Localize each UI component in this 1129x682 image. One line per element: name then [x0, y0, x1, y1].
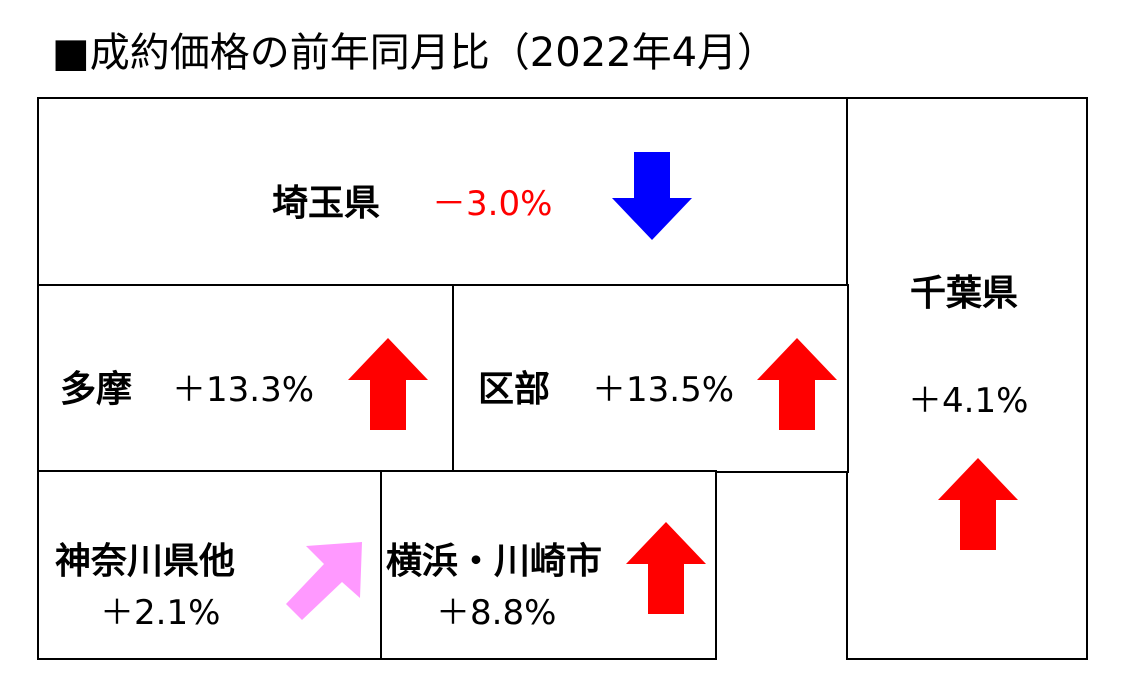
region-yokohama-name: 横浜・川崎市 — [386, 541, 603, 582]
region-chiba-name: 千葉県 — [910, 273, 1019, 314]
region-saitama-box — [37, 97, 849, 287]
region-saitama-value: －3.0% — [432, 184, 553, 224]
arrow-up-icon — [757, 338, 837, 430]
arrow-up-icon — [626, 522, 706, 614]
region-kubu-value: ＋13.5% — [592, 370, 735, 410]
region-kanagawa-value: ＋2.1% — [100, 593, 221, 633]
region-tama-value: ＋13.3% — [172, 370, 315, 410]
arrow-up-right-icon — [286, 542, 362, 620]
region-tama-name: 多摩 — [60, 369, 133, 410]
region-saitama-name: 埼玉県 — [272, 183, 381, 224]
region-kubu-name: 区部 — [478, 369, 551, 410]
arrow-up-icon — [938, 458, 1018, 550]
region-chiba-value: ＋4.1% — [908, 381, 1029, 421]
region-kanagawa-name: 神奈川県他 — [55, 541, 236, 582]
chart-title: ■成約価格の前年同月比（2022年4月） — [52, 30, 778, 76]
arrow-down-icon — [612, 152, 692, 240]
arrow-up-icon — [348, 338, 428, 430]
region-chiba-box — [846, 97, 1088, 660]
region-yokohama-value: ＋8.8% — [436, 593, 557, 633]
